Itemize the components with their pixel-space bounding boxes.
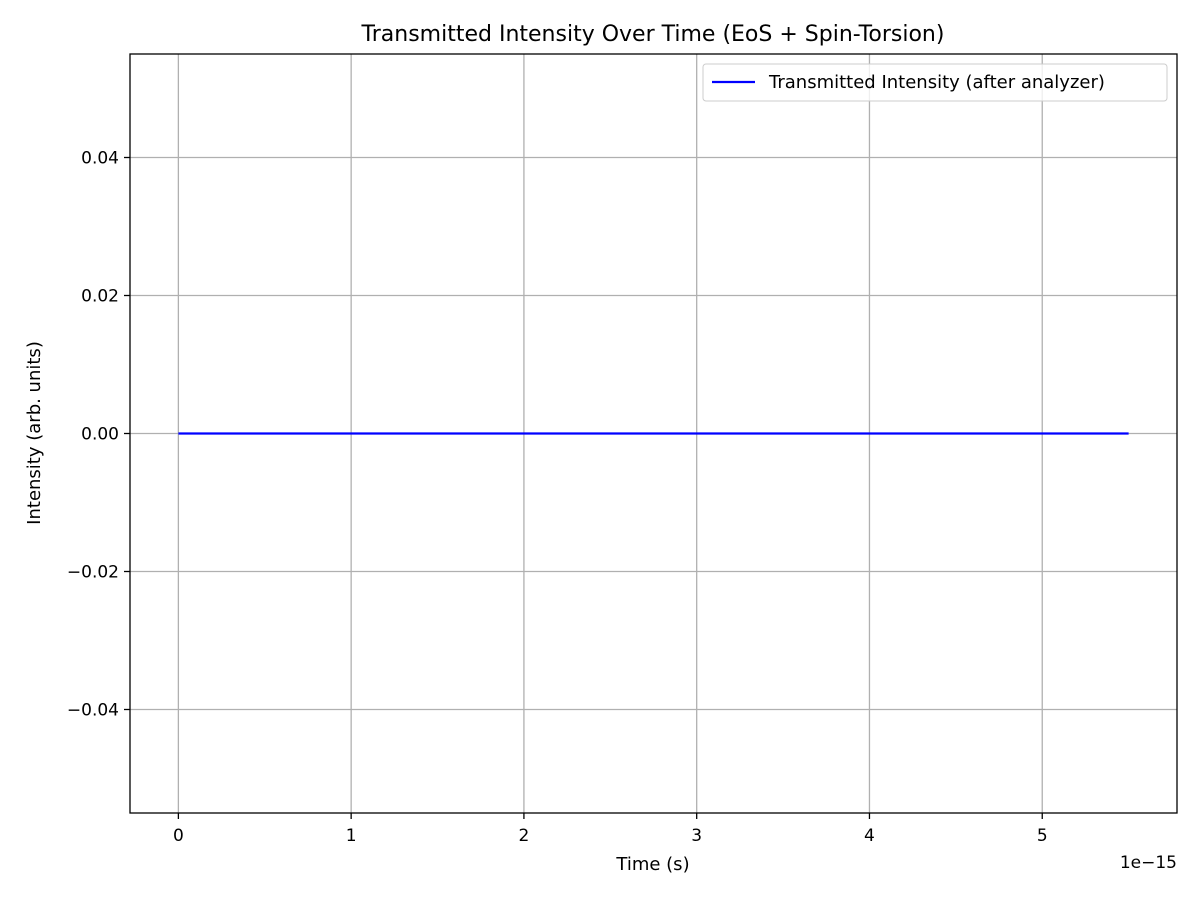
x-tick-label: 5 bbox=[1037, 826, 1048, 846]
x-tick-label: 2 bbox=[519, 826, 530, 846]
y-tick-label: −0.02 bbox=[67, 563, 119, 583]
y-tick-label: 0.00 bbox=[81, 425, 119, 445]
y-tick-label: −0.04 bbox=[67, 701, 119, 721]
x-tick-label: 0 bbox=[173, 826, 184, 846]
x-axis-ticks: 0 1 2 3 4 5 bbox=[173, 813, 1048, 846]
y-axis-label: Intensity (arb. units) bbox=[24, 341, 45, 525]
x-tick-label: 4 bbox=[864, 826, 875, 846]
y-axis-ticks: −0.04 −0.02 0.00 0.02 0.04 bbox=[67, 149, 130, 721]
legend-label: Transmitted Intensity (after analyzer) bbox=[768, 72, 1105, 93]
chart-title: Transmitted Intensity Over Time (EoS + S… bbox=[361, 22, 945, 47]
x-tick-label: 3 bbox=[691, 826, 702, 846]
y-tick-label: 0.04 bbox=[81, 149, 119, 169]
x-tick-label: 1 bbox=[346, 826, 357, 846]
y-tick-label: 0.02 bbox=[81, 287, 119, 307]
x-axis-label: Time (s) bbox=[615, 854, 689, 875]
legend: Transmitted Intensity (after analyzer) bbox=[702, 63, 1168, 102]
x-axis-offset-label: 1e−15 bbox=[1120, 853, 1177, 873]
legend-frame bbox=[702, 63, 1168, 102]
